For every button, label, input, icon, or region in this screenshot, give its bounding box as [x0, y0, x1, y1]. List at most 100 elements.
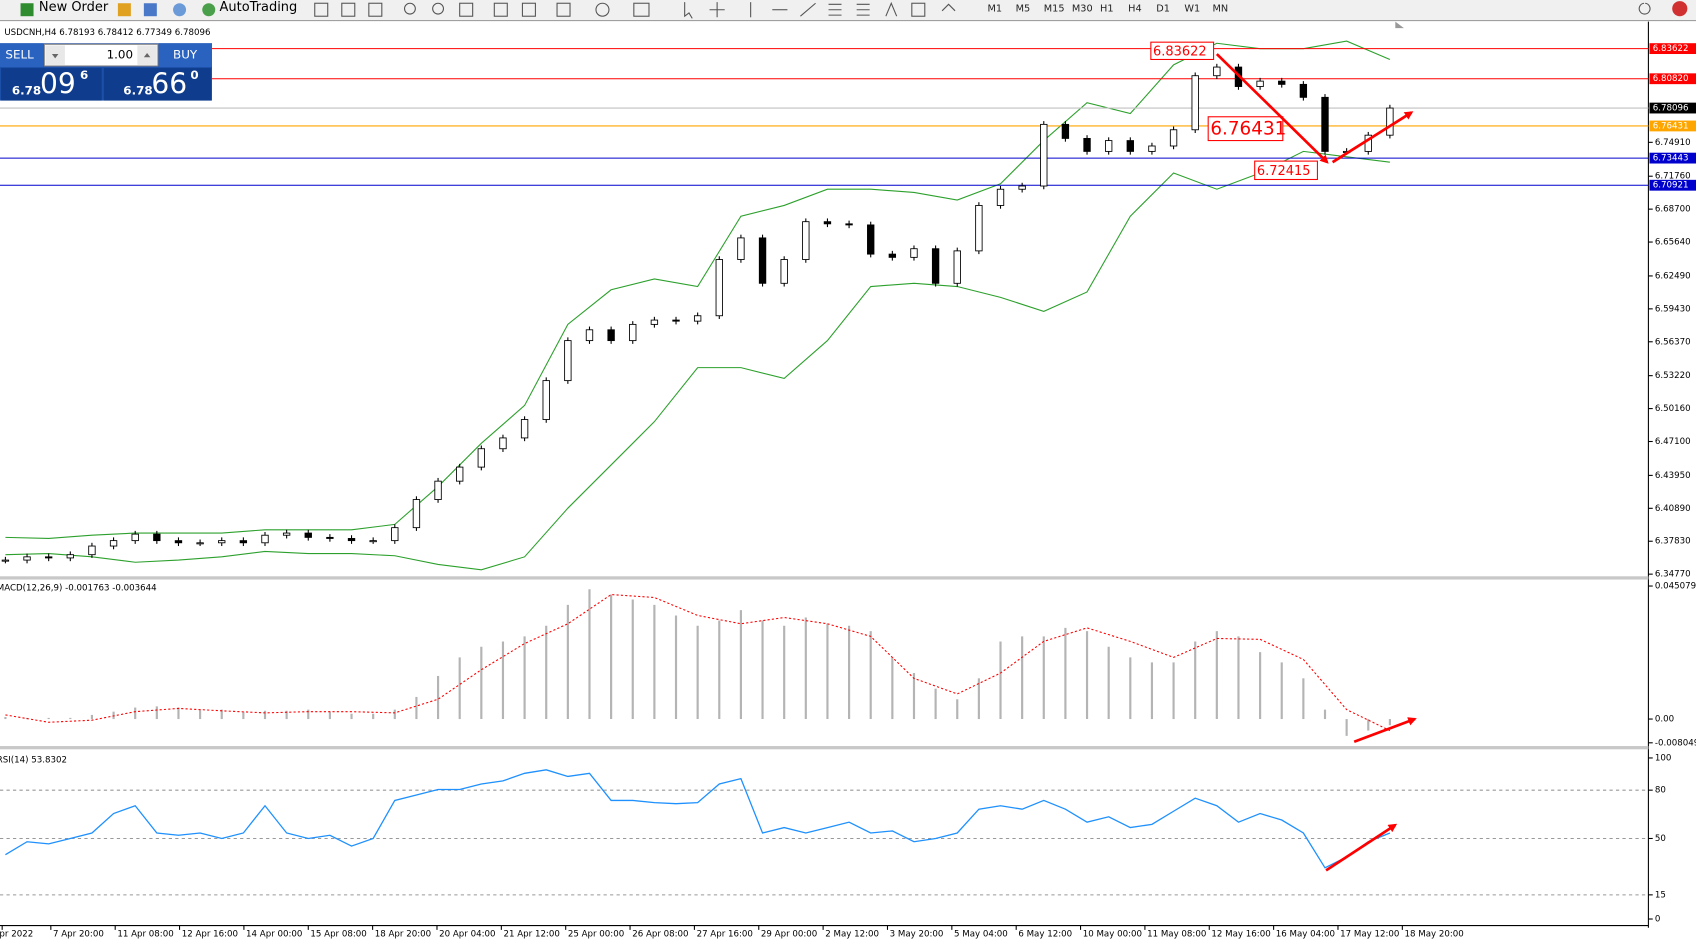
timeframe-button[interactable]: M1	[988, 4, 1003, 15]
y-tick-label: 6.74910	[1655, 138, 1691, 148]
candle-body	[109, 540, 118, 547]
candle-body	[1386, 107, 1394, 136]
price-level-label: 6.80820	[1653, 74, 1689, 84]
y-tick-label: 6.40890	[1655, 504, 1691, 514]
annotation-box	[1207, 116, 1284, 142]
annotation-box	[1254, 160, 1318, 181]
autotrading-button[interactable]: AutoTrading	[220, 0, 298, 15]
candle-body	[88, 545, 96, 556]
candle-body	[1, 559, 10, 562]
candle-body	[1321, 96, 1329, 152]
toolbar-icon[interactable]	[117, 3, 131, 17]
candle-body	[1040, 123, 1048, 187]
sell-price-box[interactable]	[1, 68, 102, 101]
time-label: 5 May 04:00	[954, 930, 1008, 940]
toolbar-icon[interactable]	[173, 3, 187, 17]
time-label: 21 Apr 12:00	[504, 930, 560, 940]
time-label: 20 Apr 04:00	[439, 930, 495, 940]
toolbar	[0, 0, 1696, 21]
candle-body	[629, 323, 637, 342]
time-label: 14 Apr 00:00	[246, 930, 302, 940]
price-level-label: 6.78096	[1653, 104, 1689, 114]
candle-body	[737, 237, 745, 260]
lot-input[interactable]	[43, 43, 159, 67]
rsi-line	[5, 769, 1391, 869]
timeframe-button[interactable]: W1	[1184, 4, 1200, 15]
time-label: 7 Apr 20:00	[53, 930, 104, 940]
time-label: 12 May 16:00	[1211, 930, 1270, 940]
candle-body	[239, 540, 248, 544]
candle-body	[434, 480, 442, 500]
candle-body	[261, 534, 269, 544]
candle-body	[391, 527, 399, 542]
sell-price-big: 6.78	[12, 83, 41, 97]
time-label: 15 Apr 08:00	[310, 930, 366, 940]
timeframe-button[interactable]: M5	[1016, 4, 1031, 15]
y-tick-label: 6.53220	[1655, 371, 1691, 381]
candle-body	[456, 466, 464, 482]
y-tick-label: 15	[1655, 890, 1666, 900]
buy-button[interactable]	[159, 43, 212, 68]
candle-body	[715, 259, 723, 317]
candle-body	[650, 319, 659, 325]
time-label: 12 Apr 16:00	[182, 930, 238, 940]
candle-body	[66, 554, 74, 559]
panel-separator	[0, 576, 1649, 580]
sell-button[interactable]	[0, 43, 44, 68]
timeframe-button[interactable]: M15	[1044, 4, 1065, 15]
candle-body	[780, 259, 788, 284]
candle-body	[412, 499, 421, 529]
price-level-box	[1649, 102, 1696, 114]
time-label: 11 Apr 08:00	[117, 930, 173, 940]
autotrading-icon[interactable]	[202, 3, 216, 17]
y-tick-label: 6.68700	[1655, 205, 1691, 215]
price-level-box	[1649, 120, 1696, 132]
time-label: 17 May 12:00	[1340, 930, 1399, 940]
macd-title: MACD(12,26,9) -0.001763 -0.003644	[0, 584, 157, 594]
timeframe-button[interactable]: MN	[1213, 4, 1229, 15]
candle-body	[218, 540, 226, 544]
y-tick-label: 100	[1655, 753, 1672, 763]
arrow	[1331, 111, 1414, 164]
new-order-icon[interactable]	[20, 3, 34, 17]
candle-body	[499, 437, 507, 450]
time-label: 27 Apr 16:00	[697, 930, 753, 940]
buy-price-box[interactable]	[103, 68, 211, 101]
buy-price-pips: 66	[151, 67, 187, 100]
annotation-box	[1150, 41, 1215, 61]
timeframe-button[interactable]: D1	[1156, 4, 1170, 15]
notification-icon[interactable]	[1672, 1, 1688, 17]
candle-body	[347, 538, 356, 542]
y-tick-label: -0.008049	[1655, 738, 1696, 748]
sell-label: SELL	[5, 48, 34, 62]
y-tick-label: 50	[1655, 834, 1666, 844]
y-tick-label: 80	[1655, 786, 1666, 796]
candle-body	[1148, 145, 1156, 152]
y-tick-label: 6.56370	[1655, 337, 1691, 347]
trade-panel: SELL 1.00 BUY 6.78 09 6 6.78 66 0	[0, 43, 212, 101]
candle-body	[23, 556, 31, 561]
arrow	[1325, 823, 1398, 872]
timeframe-button[interactable]: M30	[1072, 4, 1093, 15]
candle-body	[564, 340, 572, 382]
candle-body	[845, 223, 853, 226]
y-tick-label: 0.045079	[1655, 582, 1696, 592]
timeframe-button[interactable]: H4	[1128, 4, 1142, 15]
toolbar-tools[interactable]	[314, 1, 1651, 19]
price-level-label: 6.76431	[1653, 121, 1689, 131]
time-label: 11 May 08:00	[1147, 930, 1206, 940]
timeframe-button[interactable]: H1	[1100, 4, 1114, 15]
candle-body	[477, 448, 486, 468]
candle-body	[369, 540, 377, 543]
candle-body	[867, 224, 875, 255]
candle-body	[1278, 80, 1286, 85]
timeframe-bar: M1 M5 M15 M30 H1 H4 D1 W1 MN	[988, 4, 1229, 15]
toolbar-icon[interactable]	[143, 3, 157, 17]
new-order-button[interactable]: New Order	[39, 0, 109, 15]
y-tick-label: 6.37830	[1655, 537, 1691, 547]
candle-body	[758, 237, 767, 284]
drawn-arrows	[1215, 53, 1417, 872]
candle-body	[44, 556, 53, 559]
candle-body	[823, 221, 832, 225]
